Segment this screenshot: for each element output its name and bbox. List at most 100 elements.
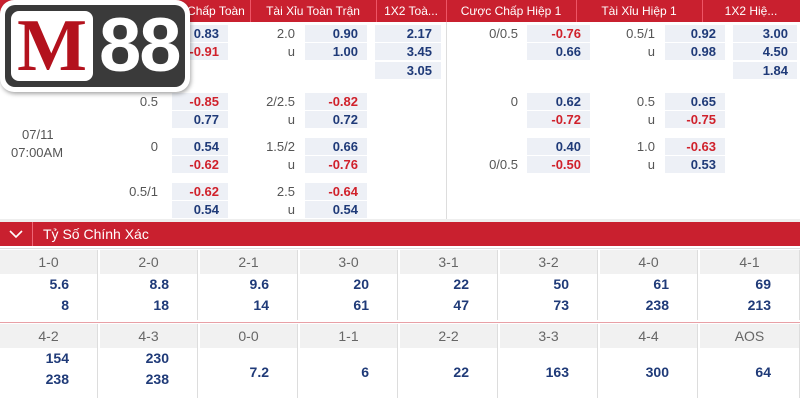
score-odds[interactable]: 238 (145, 371, 169, 387)
odds-value[interactable]: 0.72 (305, 111, 367, 128)
score-odds[interactable]: 18 (153, 297, 169, 313)
score-odds[interactable]: 22 (453, 276, 469, 292)
odds-line: 1.0 (636, 139, 655, 154)
score-header: 3-1 (400, 250, 498, 274)
score-odds[interactable]: 50 (553, 276, 569, 292)
odds-value[interactable]: 3.05 (375, 62, 441, 79)
odds-value[interactable]: 0.92 (665, 25, 725, 42)
column-header[interactable]: Tài Xỉu Toàn Trận (250, 0, 377, 22)
score-odds[interactable]: 300 (645, 364, 669, 380)
score-header: 4-0 (600, 250, 698, 274)
score-cell: 7.2 (200, 348, 298, 398)
score-odds[interactable]: 69 (755, 276, 771, 292)
odds-value[interactable]: -0.82 (305, 93, 367, 110)
score-odds[interactable]: 73 (553, 297, 569, 313)
score-header: 3-2 (500, 250, 598, 274)
score-odds[interactable]: 230 (145, 350, 169, 366)
score-odds[interactable]: 238 (645, 297, 669, 313)
column-header[interactable]: 1X2 Toà... (376, 0, 447, 22)
odds-line: u (287, 202, 295, 217)
odds-value[interactable]: -0.72 (527, 111, 590, 128)
column-header[interactable]: Tài Xỉu Hiệp 1 (576, 0, 703, 22)
score-odds[interactable]: 64 (755, 364, 771, 380)
odds-value[interactable]: 0.65 (665, 93, 725, 110)
odds-value[interactable]: 0.62 (527, 93, 590, 110)
section-bar[interactable]: Tỷ Số Chính Xác (0, 222, 800, 246)
score-header: 4-4 (600, 324, 698, 348)
odds-value[interactable]: -0.85 (172, 93, 228, 110)
odds-value[interactable]: 0.90 (305, 25, 367, 42)
odds-value[interactable]: 0.98 (665, 43, 725, 60)
odds-value[interactable]: 4.50 (733, 43, 797, 60)
column-header[interactable]: 1X2 Hiệ... (702, 0, 800, 22)
odds-value[interactable]: 0.53 (665, 156, 725, 173)
score-header: 0-0 (200, 324, 298, 348)
score-header: 4-3 (100, 324, 198, 348)
score-cell: 20 61 (300, 274, 398, 320)
score-odds[interactable]: 22 (453, 364, 469, 380)
score-odds[interactable]: 8.8 (149, 276, 169, 292)
odds-value[interactable]: -0.62 (172, 156, 228, 173)
odds-line: 0 (510, 94, 518, 109)
separator (0, 219, 800, 222)
odds-value[interactable]: -0.64 (305, 183, 367, 200)
score-cell: 154 238 (0, 348, 98, 398)
odds-value[interactable]: 0.77 (172, 111, 228, 128)
odds-value[interactable]: 3.45 (375, 43, 441, 60)
score-odds[interactable]: 154 (45, 350, 69, 366)
score-odds[interactable]: 8 (61, 297, 69, 313)
odds-value[interactable]: 0.54 (305, 201, 367, 218)
score-cell: 8.8 18 (100, 274, 198, 320)
odds-value[interactable]: 0.54 (172, 201, 228, 218)
odds-line: 0/0.5 (489, 157, 518, 172)
score-cell: 69 213 (700, 274, 800, 320)
score-odds[interactable]: 238 (45, 371, 69, 387)
odds-value[interactable]: 0.66 (527, 43, 590, 60)
odds-line: u (647, 112, 655, 127)
score-cell: 9.6 14 (200, 274, 298, 320)
score-odds[interactable]: 14 (253, 297, 269, 313)
odds-line: 2.5 (276, 184, 295, 199)
odds-value[interactable]: 2.17 (375, 25, 441, 42)
score-odds[interactable]: 9.6 (249, 276, 269, 292)
odds-value[interactable]: -0.50 (527, 156, 590, 173)
score-header: AOS (700, 324, 800, 348)
odds-value[interactable]: -0.62 (172, 183, 228, 200)
odds-line: u (647, 44, 655, 59)
odds-value[interactable]: 1.84 (733, 62, 797, 79)
odds-value[interactable]: 0.66 (305, 138, 367, 155)
score-cell: 64 (700, 348, 800, 398)
score-cell: 22 47 (400, 274, 498, 320)
odds-value[interactable]: -0.75 (665, 111, 725, 128)
score-odds[interactable]: 163 (545, 364, 569, 380)
column-header[interactable]: Cược Chấp Hiệp 1 (446, 0, 577, 22)
odds-value[interactable]: -0.76 (305, 156, 367, 173)
score-cell: 6 (300, 348, 398, 398)
score-odds[interactable]: 47 (453, 297, 469, 313)
divider (446, 22, 447, 220)
score-odds[interactable]: 7.2 (249, 364, 269, 380)
odds-line: 0.5 (636, 94, 655, 109)
score-odds[interactable]: 61 (353, 297, 369, 313)
score-odds[interactable]: 213 (747, 297, 771, 313)
odds-line: u (287, 44, 295, 59)
odds-value[interactable]: 0.40 (527, 138, 590, 155)
odds-value[interactable]: -0.63 (665, 138, 725, 155)
score-odds[interactable]: 20 (353, 276, 369, 292)
score-odds[interactable]: 6 (361, 364, 369, 380)
score-odds[interactable]: 5.6 (49, 276, 69, 292)
odds-value[interactable]: 3.00 (733, 25, 797, 42)
odds-value[interactable]: 0.54 (172, 138, 228, 155)
chevron-icon (9, 230, 23, 239)
score-cell: 300 (600, 348, 698, 398)
logo-letter: M (11, 9, 93, 83)
odds-value[interactable]: 1.00 (305, 43, 367, 60)
odds-value[interactable]: -0.76 (527, 25, 590, 42)
logo: M 88 (0, 0, 190, 92)
score-cell: 61 238 (600, 274, 698, 320)
odds-line: 0.5/1 (129, 184, 158, 199)
score-cell: 230 238 (100, 348, 198, 398)
score-odds[interactable]: 61 (653, 276, 669, 292)
odds-line: 2.0 (276, 26, 295, 41)
